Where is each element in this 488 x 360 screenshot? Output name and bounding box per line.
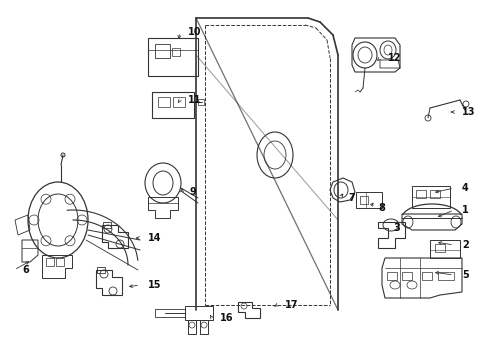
Bar <box>411 186 449 208</box>
Bar <box>172 48 180 56</box>
Bar <box>434 244 444 252</box>
Text: 14: 14 <box>148 233 161 243</box>
Bar <box>184 306 213 320</box>
Bar <box>155 44 170 58</box>
Bar <box>173 97 184 107</box>
Bar <box>56 258 64 266</box>
Text: 11: 11 <box>187 95 201 105</box>
Text: 12: 12 <box>387 53 401 63</box>
Text: 13: 13 <box>461 107 474 117</box>
Text: 8: 8 <box>377 203 384 213</box>
Bar <box>355 192 381 208</box>
Text: 4: 4 <box>461 183 468 193</box>
Bar <box>200 320 207 334</box>
Text: 17: 17 <box>285 300 298 310</box>
Text: 10: 10 <box>187 27 201 37</box>
Bar <box>386 272 396 280</box>
Text: 1: 1 <box>461 205 468 215</box>
Bar <box>401 272 411 280</box>
Text: 15: 15 <box>148 280 161 290</box>
Text: 7: 7 <box>347 193 354 203</box>
Bar <box>429 190 439 198</box>
Bar <box>421 272 431 280</box>
Bar <box>158 97 170 107</box>
Bar <box>187 320 196 334</box>
Bar <box>152 92 194 118</box>
Bar <box>46 258 54 266</box>
Text: 9: 9 <box>190 187 196 197</box>
Text: 5: 5 <box>461 270 468 280</box>
Text: 2: 2 <box>461 240 468 250</box>
Bar <box>429 240 459 258</box>
Text: 16: 16 <box>220 313 233 323</box>
Bar <box>103 222 111 228</box>
Bar <box>97 267 105 273</box>
Bar <box>415 190 425 198</box>
Text: 6: 6 <box>22 265 29 275</box>
Bar <box>155 309 184 317</box>
Text: 3: 3 <box>392 223 399 233</box>
Bar <box>437 272 453 280</box>
Bar <box>359 196 367 204</box>
Bar <box>148 38 198 76</box>
Bar <box>198 99 203 105</box>
